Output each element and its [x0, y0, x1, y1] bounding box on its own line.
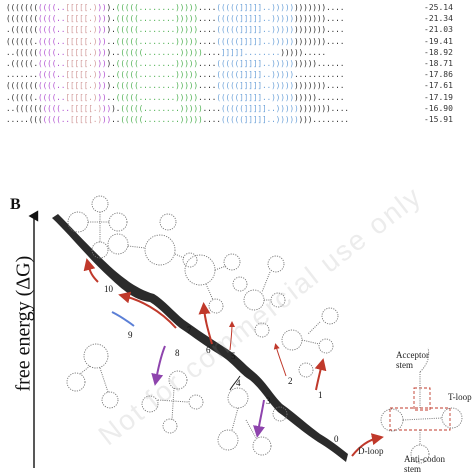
step-4: 4 [236, 378, 241, 388]
arrow-4 [229, 375, 241, 391]
trna-cloverleaf [380, 347, 463, 464]
structure-row: .(((((.((((..[[[[[.)))..(((((........)))… [6, 92, 345, 102]
arrow-7 [118, 291, 177, 329]
step-10: 10 [104, 284, 114, 294]
arrow-6 [198, 302, 213, 345]
structure-energy: -18.71 [424, 59, 453, 68]
structure-energy: -17.61 [424, 81, 453, 91]
arrow-2 [273, 343, 287, 377]
structure-energy: -21.34 [424, 14, 453, 24]
arrow-10 [83, 258, 99, 283]
anticodon-stem-label: Anti-codon stem [404, 454, 445, 474]
panel-label-b: B [10, 196, 21, 213]
arrow-0 [351, 433, 384, 457]
rna-structure-center [184, 253, 248, 314]
rna-structure-top-left [67, 195, 128, 259]
step-9: 9 [128, 330, 133, 340]
rna-structure-bottom-mid [141, 370, 204, 434]
structure-energy: -15.91 [424, 115, 453, 124]
structure-row: .((((((((((..[[[[[.)))).(((((........)))… [6, 25, 345, 35]
d-loop-label: D-loop [358, 446, 384, 456]
step-5: 5 [231, 351, 236, 361]
structure-energy: -17.19 [424, 92, 453, 102]
arrow-5 [228, 321, 235, 351]
structure-row: ((((((.((((..[[[[[.)))..(((((........)))… [6, 36, 345, 46]
step-8: 8 [175, 348, 180, 358]
structure-row: .....(((((((..[[[[[.)))..(((((........))… [6, 115, 349, 124]
rna-structure-bottom-center [217, 387, 288, 456]
trna-annotations: Acceptor stem T-loop D-loop Anti-codon ste… [358, 350, 472, 474]
arrow-8 [151, 345, 166, 386]
arrow-1 [314, 358, 327, 391]
acceptor-stem-label: Acceptor stem [396, 350, 429, 370]
step-2: 2 [288, 376, 293, 386]
energy-landscape-figure: 10 9 8 7 6 5 4 3 2 1 0 [28, 195, 472, 474]
step-numbers: 10 9 8 7 6 5 4 3 2 1 0 [104, 284, 339, 444]
structure-energy: -18.92 [424, 47, 453, 57]
structure-energy: -16.90 [424, 103, 453, 113]
transition-arrows [83, 258, 384, 457]
structure-row: ..(((((((((..[[[[[.))))..(((((........))… [6, 47, 327, 57]
structure-row: (((((((((((..[[[[[.)))).(((((........)))… [6, 3, 345, 12]
structure-row: (((((((((((..[[[[[.)))).(((((........)))… [6, 14, 345, 24]
rna-structure-bottom-left [66, 343, 119, 409]
structure-energy: -19.41 [424, 36, 453, 46]
rna-structure-right-mid [243, 255, 286, 338]
rna-structures [66, 195, 463, 464]
step-0: 0 [334, 434, 339, 444]
structure-energy: -25.14 [424, 3, 453, 12]
arrow-3 [253, 399, 265, 438]
structure-row: ..((((((((((..[[[[[.)))).(((((........))… [6, 103, 349, 113]
step-7: 7 [187, 325, 192, 335]
rna-structure-right [281, 307, 339, 378]
structure-row: (((((((((((..[[[[[.)))).(((((........)))… [6, 81, 345, 91]
structure-row: .(((((.((((..[[[[[.)))).(((((........)))… [6, 59, 345, 68]
step-3: 3 [266, 396, 271, 406]
structure-energy: -17.86 [424, 70, 453, 80]
structure-energy: -21.03 [424, 25, 453, 35]
t-loop-label: T-loop [448, 392, 472, 402]
dot-bracket-list: (((((((((((..[[[[[.)))).(((((........)))… [0, 0, 474, 152]
structure-row: .......((((..[[[[[.)))..(((((........)))… [6, 70, 345, 80]
step-1: 1 [318, 390, 323, 400]
energy-landscape-curve [52, 214, 348, 462]
rna-structure-upper-mid [107, 213, 198, 268]
step-6: 6 [206, 345, 211, 355]
arrow-9 [111, 311, 135, 327]
